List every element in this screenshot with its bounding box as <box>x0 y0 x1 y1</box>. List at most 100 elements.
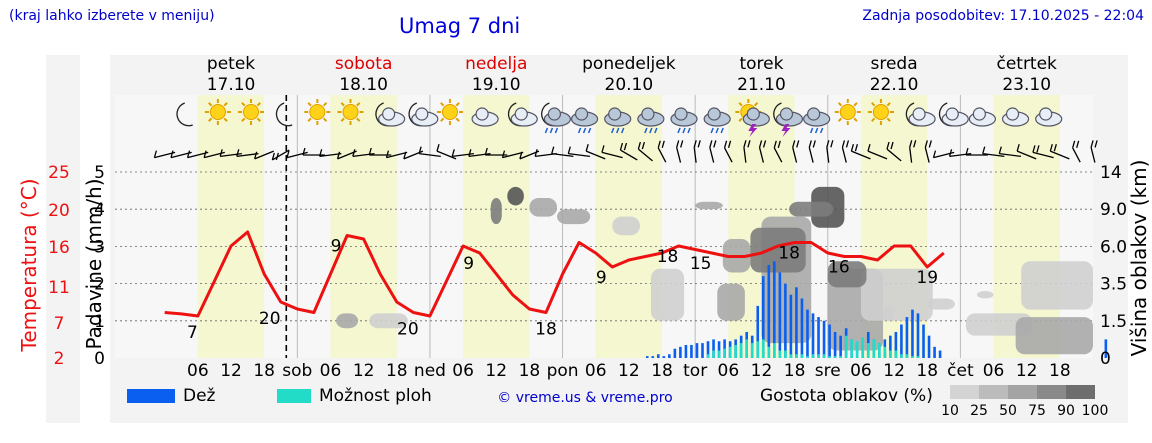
wind-barb <box>219 149 242 157</box>
wind-barb <box>1049 143 1070 160</box>
temperature-label: 15 <box>690 254 712 274</box>
shower-bar <box>889 350 892 358</box>
rain-bar <box>927 335 931 358</box>
shower-bar <box>850 339 853 358</box>
shower-bar <box>728 346 732 358</box>
rain-bar <box>1104 339 1108 358</box>
rain-bar <box>717 341 721 358</box>
shower-bar <box>872 339 876 358</box>
hour-axis-label: 18 <box>253 361 275 381</box>
shower-bar <box>878 343 881 358</box>
temperature-tick: 16 <box>48 238 70 258</box>
density-level: 10 <box>941 403 959 419</box>
moon-cloud-icon <box>408 102 439 127</box>
hour-axis-label: 12 <box>485 361 507 381</box>
hour-axis-label: 06 <box>187 361 209 381</box>
sun-thunder-icon <box>735 99 770 137</box>
temperature-axis-title: Temperatura (°C) <box>17 178 41 352</box>
wind-barb <box>723 140 733 163</box>
temperature-tick: 11 <box>48 278 70 298</box>
daylight-band <box>463 95 530 358</box>
rain-bar <box>916 313 920 358</box>
day-date: 18.10 <box>339 75 388 95</box>
shower-bar <box>839 356 842 358</box>
temperature-tick: 20 <box>48 201 70 221</box>
temperature-label: 18 <box>778 244 800 264</box>
rain-bar <box>828 324 831 358</box>
density-level: 90 <box>1057 403 1075 419</box>
precip-tick: 2 <box>94 275 105 295</box>
precip-tick: 5 <box>94 163 105 183</box>
legend-rain-label: Dež <box>183 386 216 406</box>
day-name: sobota <box>335 54 393 74</box>
rain-bar <box>645 356 649 358</box>
shower-bar <box>767 346 771 358</box>
cloud-patch <box>927 298 955 310</box>
rain-bar <box>712 339 715 358</box>
cloud-height-tick: 1.5 <box>1100 312 1127 332</box>
cloud-patch <box>789 201 834 217</box>
daylight-band <box>197 95 265 358</box>
shower-bar <box>712 350 715 358</box>
partly-sunny-icon <box>436 99 463 125</box>
rain-bar <box>656 354 660 358</box>
region-menu-hint[interactable]: (kraj lahko izberete v meniju) <box>9 8 215 24</box>
shower-bar <box>789 354 793 358</box>
rain-bar <box>668 354 671 358</box>
density-level: 100 <box>1082 403 1109 419</box>
hour-axis-label: 18 <box>1049 361 1071 381</box>
temperature-tick: 2 <box>54 349 65 369</box>
wind-barb <box>657 140 667 163</box>
rain-bar <box>806 309 809 358</box>
cloudy-rain-icon <box>703 107 731 134</box>
wind-barb <box>792 140 800 163</box>
cloud-patch <box>717 283 745 321</box>
precip-axis-title: Padavine (mm/h) <box>82 178 106 349</box>
rain-bar <box>684 344 688 358</box>
wind-barb <box>998 146 1022 157</box>
day-name: sreda <box>871 54 918 74</box>
copyright: © vreme.us & vreme.pro <box>497 390 672 406</box>
day-axis-label: pon <box>547 361 579 381</box>
rain-bar <box>800 298 804 358</box>
cloud-patch <box>976 291 994 299</box>
wind-barb <box>773 140 783 163</box>
temperature-label: 16 <box>828 258 850 278</box>
cloud-patch <box>750 227 806 273</box>
rain-bar <box>761 276 765 358</box>
wind-barb <box>982 146 1005 157</box>
hour-axis-label: 12 <box>618 361 640 381</box>
density-level: 25 <box>970 403 988 419</box>
shower-bar <box>861 337 865 358</box>
rain-bar <box>690 344 693 358</box>
shower-bar <box>706 354 710 358</box>
shower-bar <box>916 356 920 358</box>
wind-barb <box>850 143 871 160</box>
cloud-patch <box>336 313 359 329</box>
day-date: 19.10 <box>472 75 521 95</box>
shower-bar <box>833 356 837 358</box>
wind-barb <box>909 140 917 163</box>
moon-cloud-icon <box>375 102 406 127</box>
wind-barb <box>826 140 834 163</box>
day-axis-label: sob <box>282 361 312 381</box>
day-name: nedelja <box>465 54 527 74</box>
wind-barb <box>551 146 574 157</box>
sun-icon <box>337 99 364 125</box>
shower-bar <box>900 354 903 358</box>
shower-bar <box>723 348 726 358</box>
day-name: torek <box>739 54 783 74</box>
wind-barb <box>319 149 342 157</box>
rain-bar <box>773 261 776 358</box>
shower-bar <box>822 354 826 358</box>
wind-barb <box>418 146 441 157</box>
wind-barb <box>1072 140 1081 163</box>
wind-barb <box>468 149 491 157</box>
temperature-label: 18 <box>657 247 679 267</box>
rain-bar <box>789 294 793 358</box>
shower-bar <box>717 350 721 358</box>
shower-bar <box>756 341 760 358</box>
cloud-height-tick: 9.0 <box>1100 200 1127 220</box>
